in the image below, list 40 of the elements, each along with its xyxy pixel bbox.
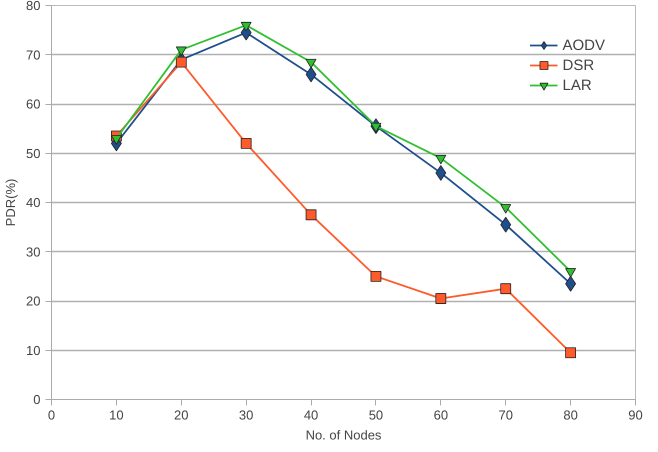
- y-tick-label: 40: [26, 195, 41, 210]
- point: [565, 268, 576, 278]
- y-tick-label: 0: [33, 392, 41, 407]
- point: [435, 165, 446, 181]
- y-tick-label: 30: [26, 244, 41, 260]
- x-tick-label: 50: [368, 408, 384, 422]
- y-tick-label: 70: [26, 47, 41, 62]
- y-tick-label: 80: [26, 0, 41, 13]
- x-tick-label: 10: [109, 408, 124, 422]
- x-axis-title: No. of Nodes: [306, 428, 382, 442]
- y-tick-label: 50: [26, 146, 41, 161]
- point: [306, 58, 316, 68]
- y-tick-label: 20: [26, 294, 41, 308]
- x-tick-label: 60: [434, 408, 448, 422]
- point: [176, 56, 187, 68]
- x-tick-label: 80: [563, 408, 578, 422]
- point: [306, 209, 316, 220]
- point: [435, 154, 446, 164]
- point: [240, 138, 252, 149]
- point: [500, 283, 512, 294]
- x-tick-label: 90: [628, 408, 643, 422]
- point: [370, 122, 382, 132]
- point: [435, 293, 446, 304]
- x-tick-label: 0: [48, 408, 56, 422]
- y-tick-label: 60: [26, 96, 41, 112]
- y-axis-title: PDR(%): [3, 178, 18, 226]
- x-tick-label: 70: [498, 408, 513, 422]
- x-tick-label: 40: [304, 408, 318, 422]
- point: [176, 46, 187, 56]
- x-tick-label: 30: [238, 408, 254, 422]
- point: [110, 135, 122, 145]
- point: [370, 270, 382, 282]
- legend-label: DSR: [562, 56, 594, 74]
- y-tick-label: 10: [26, 342, 41, 358]
- point: [500, 204, 512, 214]
- point: [240, 22, 252, 32]
- x-tick-label: 20: [174, 408, 189, 422]
- point: [565, 347, 576, 358]
- legend-label: AODV: [562, 36, 605, 54]
- legend-label: LAR: [562, 76, 592, 94]
